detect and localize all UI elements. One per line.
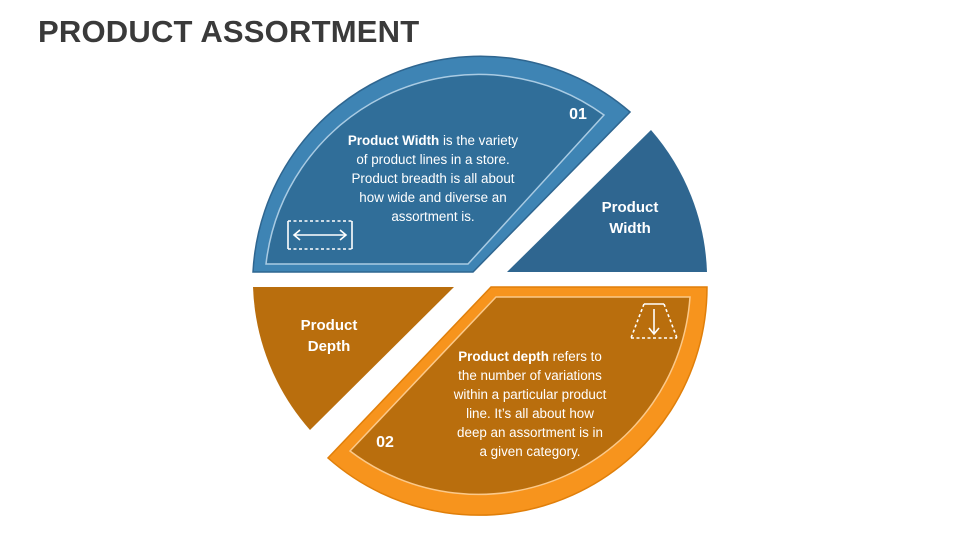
width-number: 01 <box>569 106 587 123</box>
depth-desc-line3: within a particular product <box>453 387 607 402</box>
width-desc-line2: of product lines in a store. <box>356 152 509 167</box>
product-width-label-segment <box>507 130 707 272</box>
depth-number: 02 <box>376 434 394 451</box>
width-detail-inner-border <box>265 73 606 265</box>
depth-desc-line1: Product depth refers to <box>458 349 602 364</box>
depth-desc-line2: the number of variations <box>458 368 602 383</box>
width-desc-bold: Product Width <box>348 133 439 148</box>
depth-label-line1: Product <box>301 317 358 334</box>
width-description: Product Width is the variety of product … <box>348 133 519 224</box>
width-desc-line1-rest: is the variety <box>439 133 518 148</box>
page-title: PRODUCT ASSORTMENT <box>38 14 420 49</box>
depth-desc-line6: a given category. <box>480 444 581 459</box>
width-label-line1: Product <box>602 199 659 216</box>
width-desc-line5: assortment is. <box>391 209 474 224</box>
depth-desc-bold: Product depth <box>458 349 549 364</box>
width-desc-line1: Product Width is the variety <box>348 133 519 148</box>
product-width-detail-segment <box>252 55 632 273</box>
depth-desc-line1-rest: refers to <box>549 349 602 364</box>
depth-detail-inner-border <box>348 296 691 496</box>
width-label-line2: Width <box>609 220 651 237</box>
depth-desc-line4: line. It’s all about how <box>466 406 594 421</box>
width-desc-line4: how wide and diverse an <box>359 190 506 205</box>
width-arrow-icon <box>287 220 353 250</box>
depth-arrow-icon <box>630 303 678 339</box>
depth-label-line2: Depth <box>308 338 351 355</box>
depth-description: Product depth refers to the number of va… <box>453 349 607 459</box>
product-depth-detail-segment <box>326 286 708 516</box>
width-desc-line3: Product breadth is all about <box>351 171 514 186</box>
product-depth-label-segment <box>253 287 454 430</box>
depth-desc-line5: deep an assortment is in <box>457 425 603 440</box>
